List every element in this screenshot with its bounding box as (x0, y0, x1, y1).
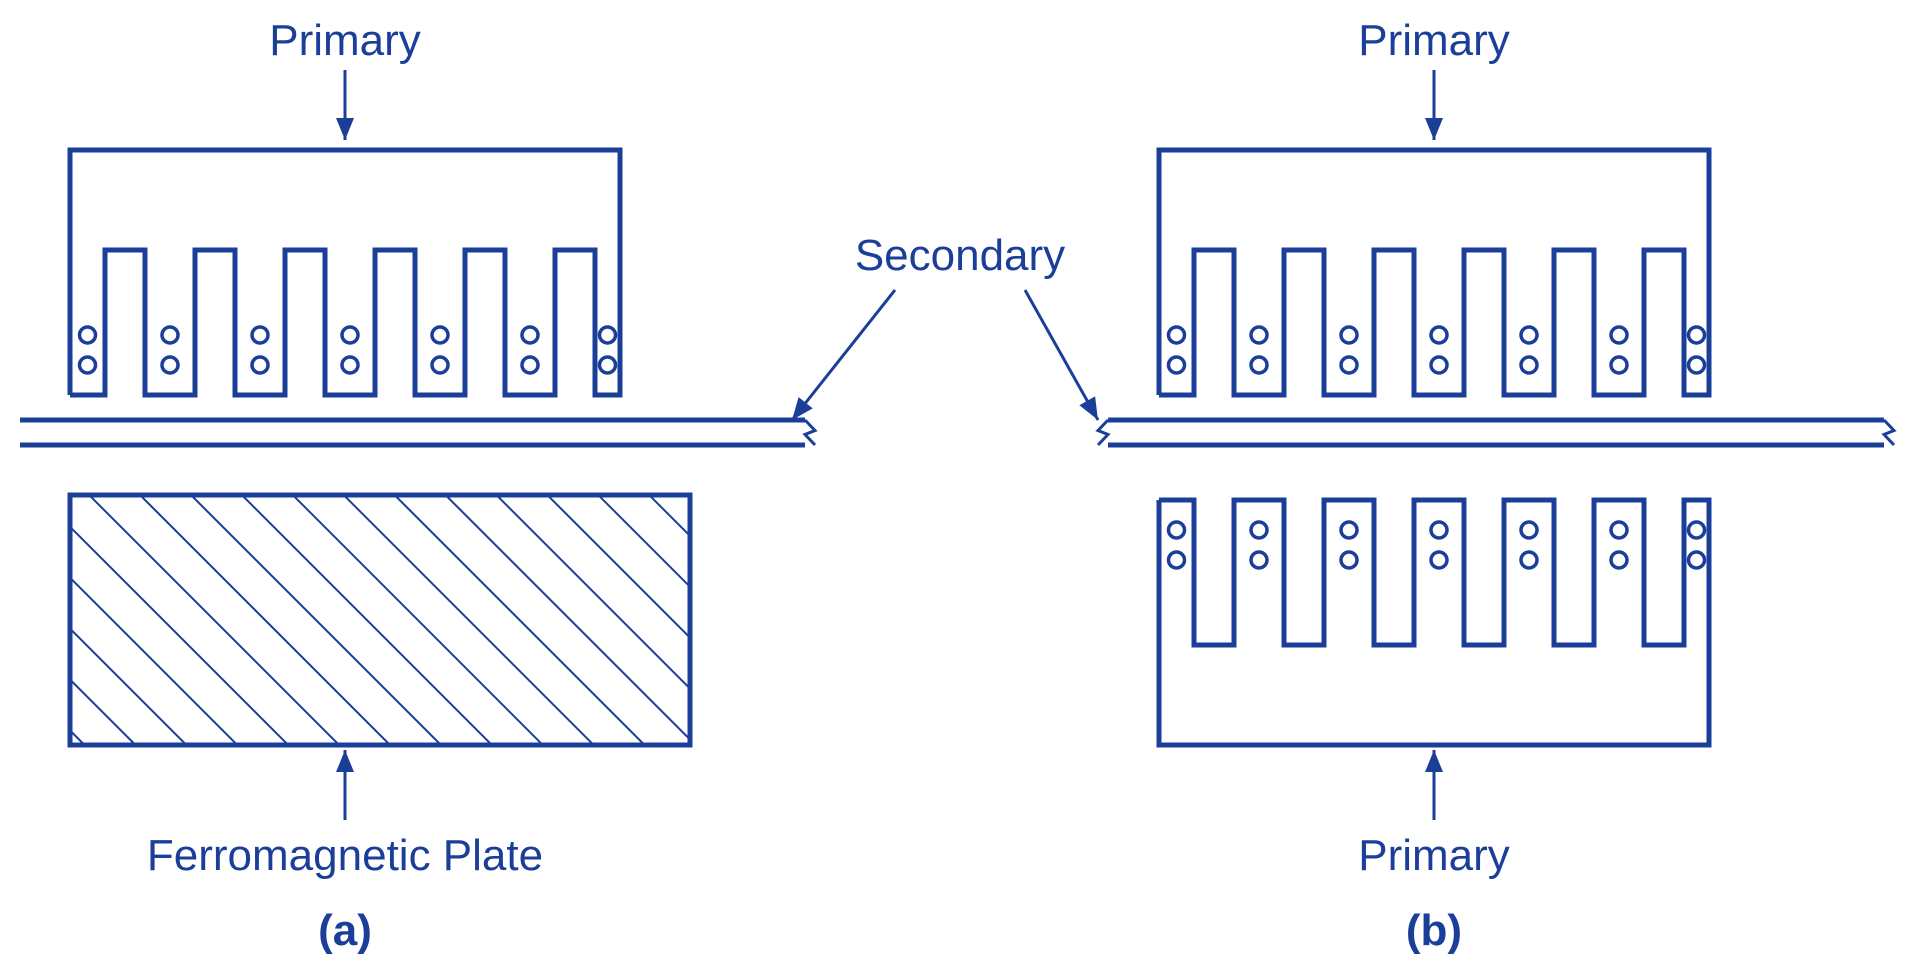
label-secondary: Secondary (855, 231, 1065, 280)
label-primary-b-top: Primary (1358, 16, 1510, 65)
caption-b: (b) (1406, 906, 1462, 955)
label-primary-a: Primary (269, 16, 421, 65)
label-ferromagnetic-plate: Ferromagnetic Plate (147, 831, 543, 880)
caption-a: (a) (318, 906, 372, 955)
label-primary-b-bottom: Primary (1358, 831, 1510, 880)
